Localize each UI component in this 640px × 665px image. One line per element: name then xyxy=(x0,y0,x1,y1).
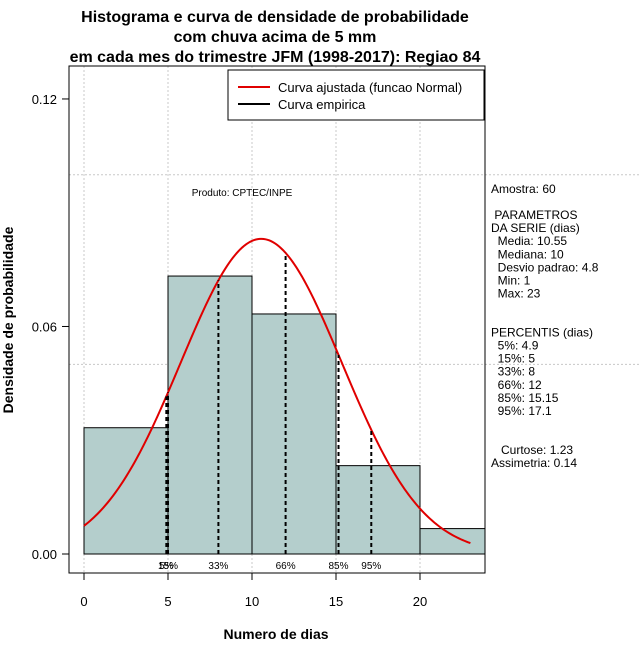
normal-density-curve xyxy=(83,237,471,545)
stats-line: Max: 23 xyxy=(491,286,541,300)
stats-line: Media: 10.55 xyxy=(491,234,567,248)
x-tick-label: 15 xyxy=(329,594,343,609)
histogram-bar xyxy=(251,313,337,555)
y-tick-label: 0.12 xyxy=(32,92,57,107)
title-line-1: Histograma e curva de densidade de proba… xyxy=(81,9,469,26)
axes: 0 5 10 15 20 0.00 0.06 0.12 xyxy=(32,92,428,609)
stats-line: Amostra: 60 xyxy=(491,182,556,196)
x-axis-title: Numero de dias xyxy=(223,626,328,642)
legend-box xyxy=(227,69,485,121)
stats-line: PARAMETROS xyxy=(491,208,577,222)
y-tick-label: 0.06 xyxy=(32,319,57,334)
percentile-label: 66% xyxy=(276,561,296,572)
percentile-label: 15% xyxy=(158,561,178,572)
percentile-label: 5% xyxy=(159,561,174,572)
histogram-bars xyxy=(83,275,486,555)
legend: Curva ajustada (funcao Normal) Curva emp… xyxy=(227,69,485,121)
x-tick-label: 0 xyxy=(80,594,87,609)
percentile-label: 95% xyxy=(361,561,381,572)
y-tick-label: 0.00 xyxy=(32,547,57,562)
stats-line: 95%: 17.1 xyxy=(491,404,552,418)
stats-line: DA SERIE (dias) xyxy=(491,221,580,235)
stats-line: 66%: 12 xyxy=(491,378,542,392)
stats-line: Min: 1 xyxy=(491,273,531,287)
legend-label-empirical-curve: Curva empirica xyxy=(278,97,366,112)
histogram-bar xyxy=(167,275,253,555)
stats-line: Assimetria: 0.14 xyxy=(491,456,577,470)
stats-line: 33%: 8 xyxy=(491,365,535,379)
title-line-2: com chuva acima de 5 mm xyxy=(174,29,377,46)
y-axis-title: Densidade de probabilidade xyxy=(0,226,16,413)
stats-line: 5%: 4.9 xyxy=(491,339,539,353)
density-curve-layer xyxy=(83,237,471,545)
percentile-label: 33% xyxy=(208,561,228,572)
histogram-bar xyxy=(419,528,486,555)
percentile-lines: 5%15% 33% 66% 85% 95% xyxy=(158,252,381,572)
stats-line: 15%: 5 xyxy=(491,352,535,366)
stats-line: Curtose: 1.23 xyxy=(491,443,573,457)
x-tick-label: 10 xyxy=(245,594,259,609)
stats-line: PERCENTIS (dias) xyxy=(491,326,593,340)
stats-line: 85%: 15.15 xyxy=(491,391,559,405)
histogram-bar xyxy=(83,427,169,555)
product-annotation: Produto: CPTEC/INPE xyxy=(192,188,293,199)
stats-line: Desvio padrao: 4.8 xyxy=(491,260,599,274)
x-tick-label: 5 xyxy=(164,594,171,609)
title-line-3: em cada mes do trimestre JFM (1998-2017)… xyxy=(70,49,481,66)
stats-line: Mediana: 10 xyxy=(491,247,564,261)
chart-title: Histograma e curva de densidade de proba… xyxy=(70,9,481,66)
x-tick-label: 20 xyxy=(413,594,427,609)
percentile-label: 85% xyxy=(329,561,349,572)
legend-label-normal-curve: Curva ajustada (funcao Normal) xyxy=(278,80,462,95)
histogram-bar xyxy=(335,465,421,555)
